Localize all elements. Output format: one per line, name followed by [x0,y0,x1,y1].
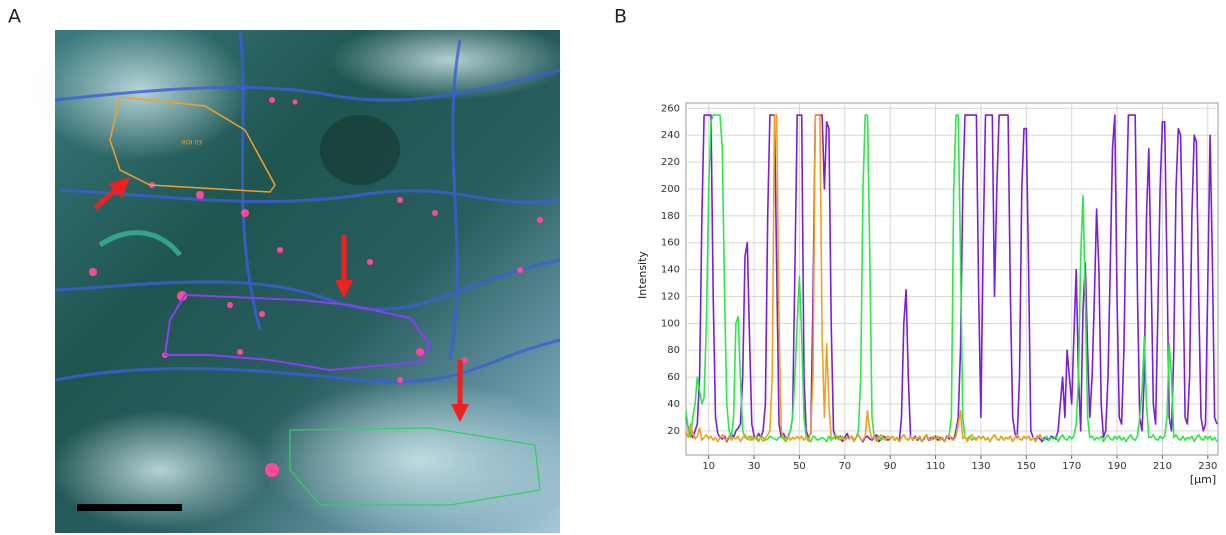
y-tick-label: 220 [661,157,680,168]
x-tick-label: 210 [1153,461,1172,472]
x-tick-label: 190 [1107,461,1126,472]
x-axis-label: [µm] [1190,473,1216,486]
y-tick-label: 260 [661,103,680,114]
y-tick-label: 240 [661,130,680,141]
x-tick-label: 10 [702,461,715,472]
plot-area [685,102,1219,456]
y-tick-label: 180 [661,211,680,222]
y-tick-label: 120 [661,291,680,302]
y-tick-label: 100 [661,318,680,329]
x-tick-label: 170 [1062,461,1081,472]
y-tick-label: 160 [661,238,680,249]
microscopy-image: ROI 03 [30,20,580,535]
y-tick-label: 40 [667,399,680,410]
data-line [685,114,1218,443]
x-tick-label: 150 [1017,461,1036,472]
y-tick-label: 60 [667,372,680,383]
x-tick-label: 110 [926,461,945,472]
panel-label: B [614,6,627,28]
data-line [685,114,1043,443]
roi-label: ROI 03 [182,140,202,147]
x-tick-label: 50 [793,461,806,472]
x-tick-label: 70 [838,461,851,472]
y-tick-label: 20 [667,426,680,437]
x-tick-label: 30 [748,461,761,472]
y-tick-label: 80 [667,345,680,356]
y-axis-label: Intensity [636,251,649,299]
x-tick-label: 130 [971,461,990,472]
y-tick-label: 200 [661,184,680,195]
x-tick-label: 230 [1198,461,1217,472]
x-tick-label: 90 [884,461,897,472]
panel-label: A [8,6,21,28]
y-tick-label: 140 [661,265,680,276]
